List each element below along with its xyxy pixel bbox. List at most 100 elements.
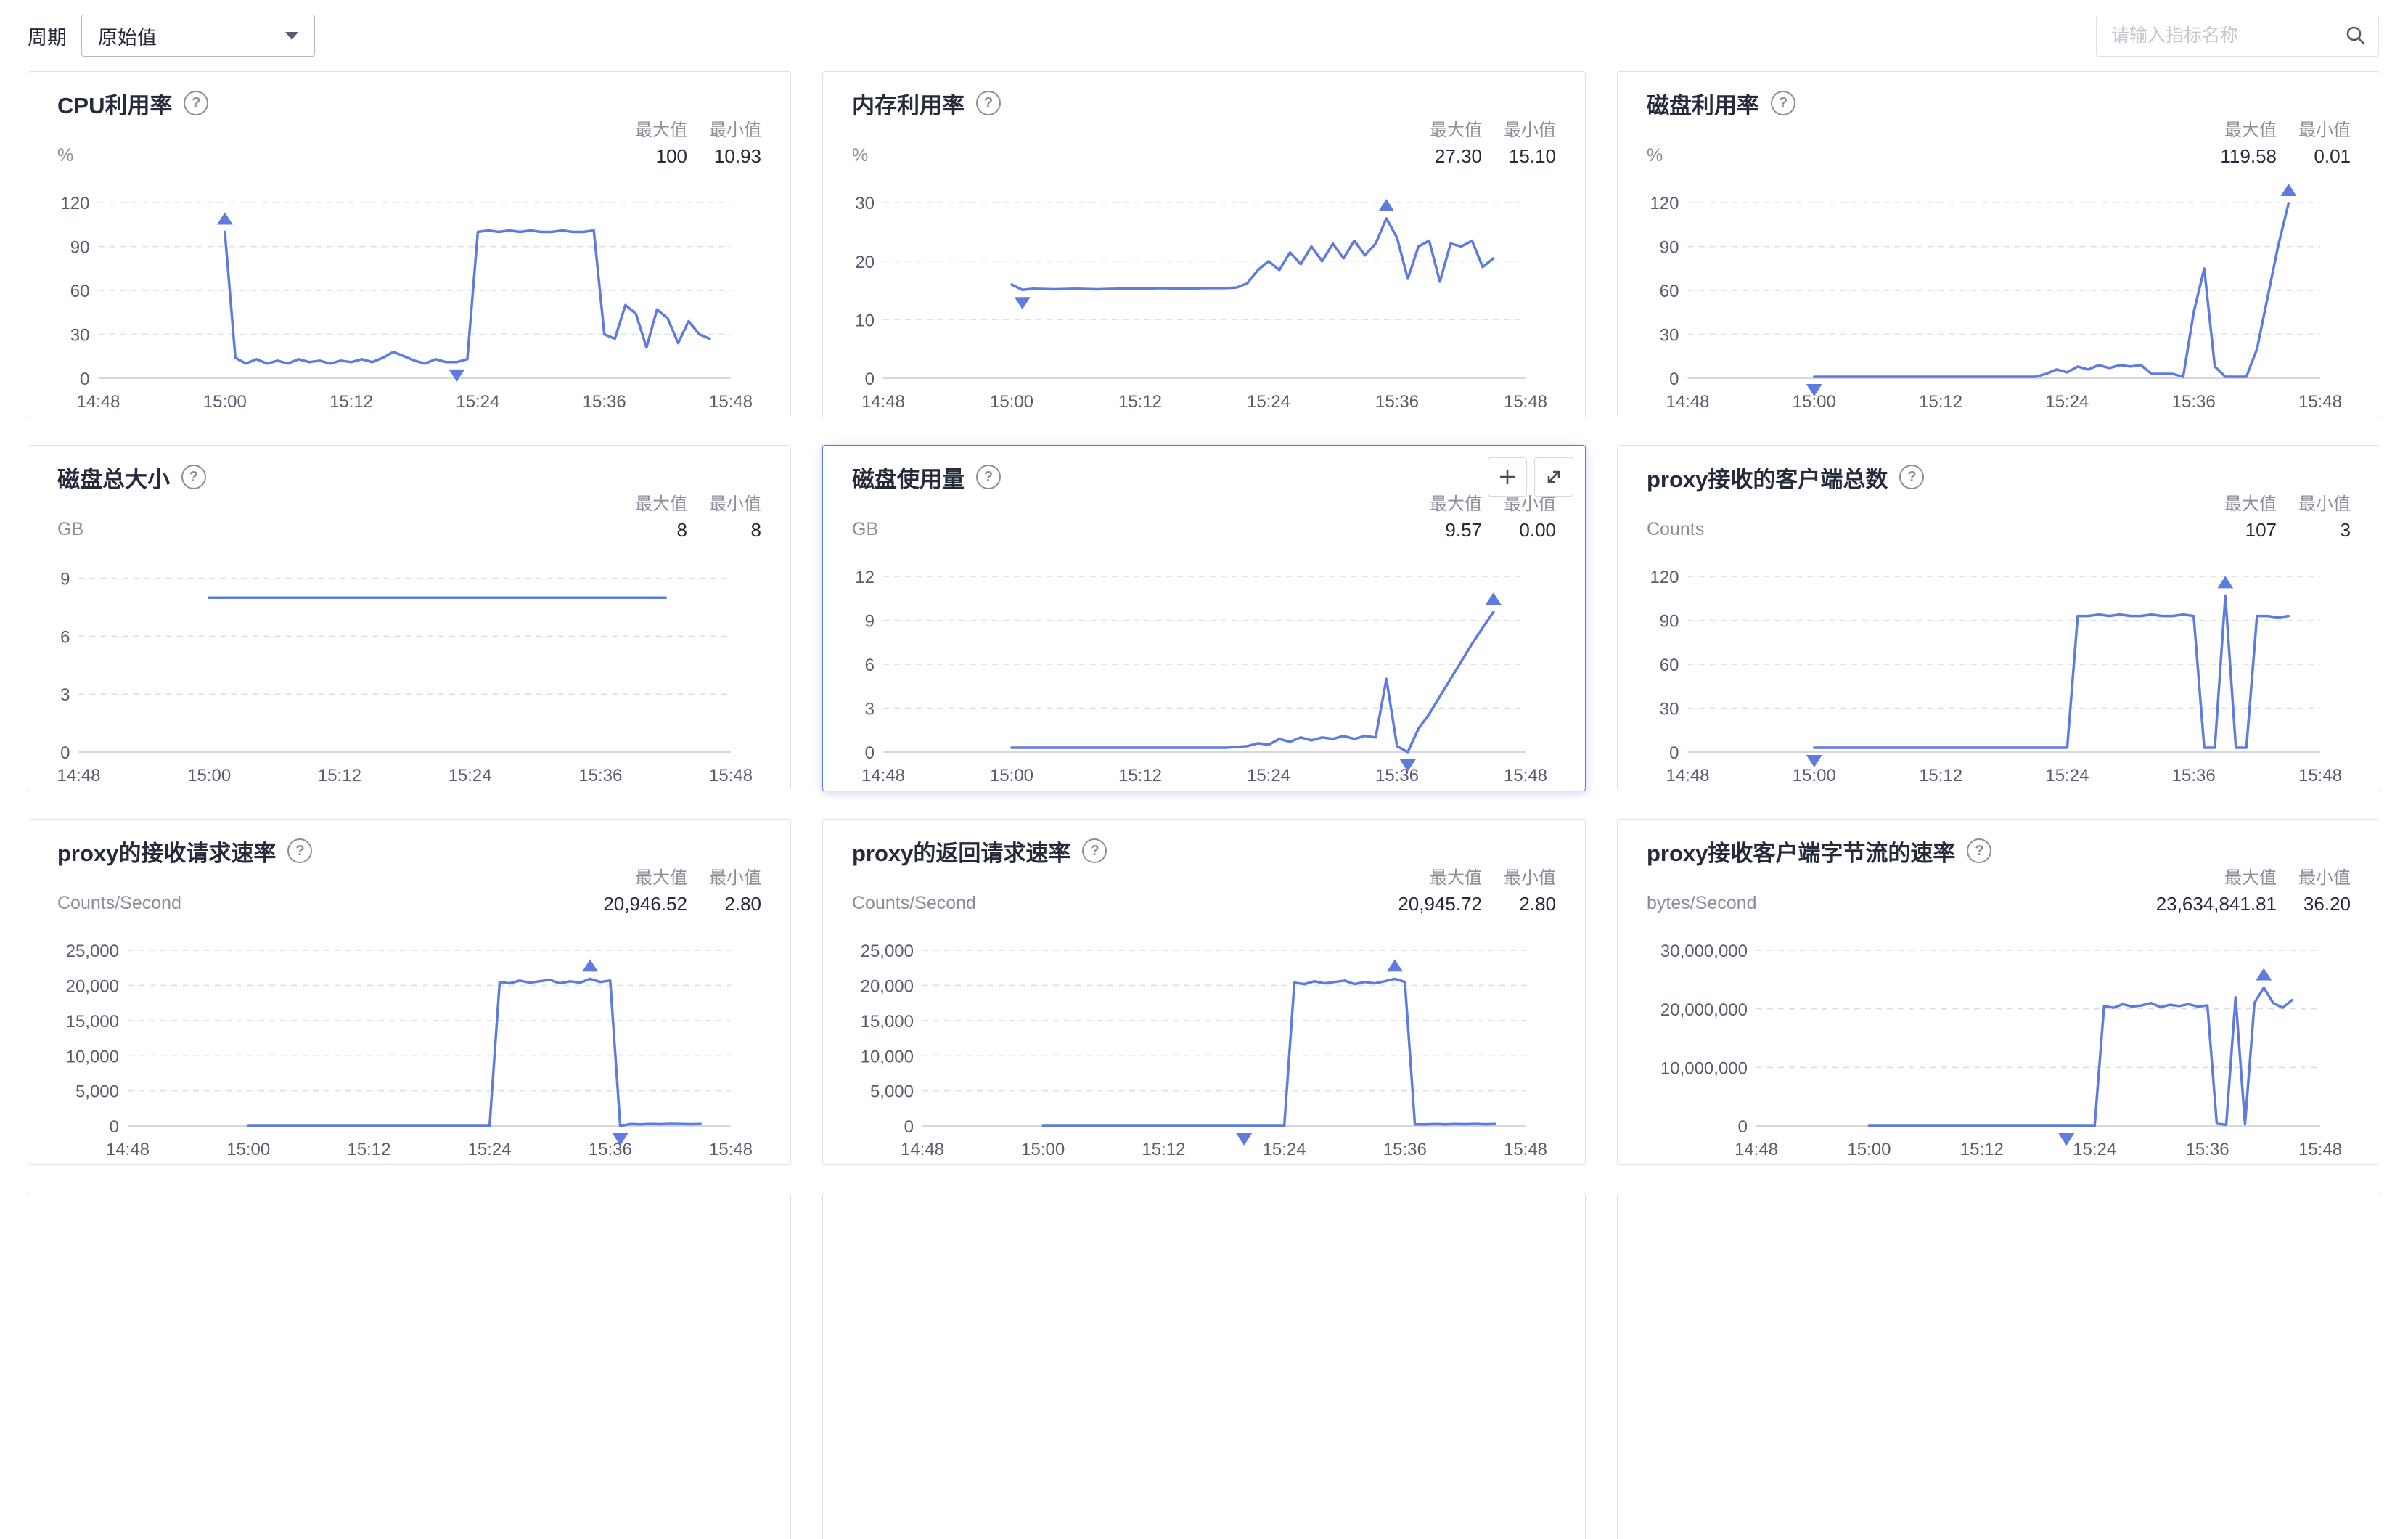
svg-text:3: 3: [60, 685, 70, 705]
line-chart[interactable]: 0 30 60 90 120 14:48 15:00 15:12 15:24 15:36 15:48: [1647, 169, 2351, 416]
svg-text:5,000: 5,000: [870, 1082, 914, 1102]
help-icon[interactable]: ?: [1082, 838, 1107, 863]
help-icon[interactable]: ?: [181, 465, 206, 489]
svg-text:90: 90: [1660, 238, 1679, 258]
line-chart[interactable]: 0 10,000,000 20,000,000 30,000,000 14:48 15:0…: [1647, 917, 2351, 1164]
period-label: 周期: [28, 26, 67, 49]
svg-text:30,000,000: 30,000,000: [1660, 942, 1748, 961]
max-stat: 最大值 20,946.52: [603, 863, 687, 915]
min-stat: 最小值 0.00: [1504, 489, 1556, 542]
svg-text:30: 30: [1660, 700, 1679, 719]
search-icon[interactable]: [2344, 24, 2367, 51]
help-glyph: ?: [983, 94, 994, 111]
svg-text:15:24: 15:24: [1247, 766, 1290, 785]
line-chart[interactable]: 0 5,000 10,000 15,000 20,000 25,000 14:48 15:00…: [852, 917, 1556, 1164]
metric-card: proxy的返回请求速率 ? Counts/Second 最大值 20,945.…: [822, 819, 1586, 1165]
chevron-down-icon: [285, 31, 298, 40]
min-label: 最小值: [709, 121, 761, 140]
metrics-grid: CPU利用率 ? % 最大值 100 最小值 10.93 0 30 60 90 120 1…: [0, 71, 2408, 1539]
help-icon[interactable]: ?: [287, 838, 313, 863]
help-icon[interactable]: ?: [1967, 838, 1992, 863]
min-label: 最小值: [1504, 494, 1556, 514]
line-chart[interactable]: 0 3 6 9 12 14:48 15:00 15:12 15:24 15:36 15:48: [852, 543, 1556, 790]
help-icon[interactable]: ?: [1899, 465, 1925, 489]
add-button[interactable]: [1488, 457, 1527, 497]
stats: 最大值 119.58 最小值 0.01: [2220, 115, 2351, 168]
help-glyph: ?: [1907, 468, 1917, 485]
max-label: 最大值: [1430, 494, 1482, 514]
chart-title: proxy接收客户端字节流的速率: [1647, 840, 1956, 866]
metric-card: 磁盘利用率 ? % 最大值 119.58 最小值 0.01 0 30 60 90 120…: [1617, 71, 2380, 417]
card-header: 磁盘使用量 ?: [852, 457, 1573, 497]
unit-label: Counts/Second: [852, 893, 976, 913]
svg-text:20,000: 20,000: [66, 977, 119, 997]
search-input[interactable]: [2096, 15, 2379, 57]
svg-text:6: 6: [865, 656, 875, 675]
line-chart[interactable]: 0 30 60 90 120 14:48 15:00 15:12 15:24 15:36 15:48: [57, 169, 761, 416]
svg-text:14:48: 14:48: [1666, 392, 1709, 412]
meta-row: Counts/Second 最大值 20,945.72 最小值 2.80: [852, 868, 1556, 915]
svg-text:14:48: 14:48: [1735, 1140, 1778, 1159]
line-chart[interactable]: 0 3 6 9 14:48 15:00 15:12 15:24 15:36 15:48: [57, 543, 761, 790]
period-select[interactable]: 原始值: [81, 15, 315, 57]
svg-text:9: 9: [60, 570, 70, 589]
svg-text:15:36: 15:36: [2186, 1140, 2229, 1159]
min-stat: 最小值 36.20: [2298, 863, 2351, 915]
line-chart[interactable]: 0 5,000 10,000 15,000 20,000 25,000 14:48 15:00…: [57, 917, 761, 1164]
svg-text:60: 60: [1660, 656, 1679, 675]
svg-text:90: 90: [70, 238, 90, 258]
help-icon[interactable]: ?: [976, 91, 1001, 115]
svg-text:15:24: 15:24: [456, 392, 499, 412]
max-label: 最大值: [2224, 121, 2277, 140]
chart-title: 磁盘利用率: [1647, 92, 1759, 118]
min-stat: 最小值 8: [709, 489, 761, 542]
svg-text:25,000: 25,000: [861, 942, 914, 961]
unit-label: %: [852, 145, 869, 166]
min-value: 2.80: [724, 893, 761, 915]
partial-card: [822, 1193, 1586, 1539]
svg-text:3: 3: [865, 700, 875, 719]
stats: 最大值 20,945.72 最小值 2.80: [1398, 863, 1556, 915]
help-icon[interactable]: ?: [184, 91, 209, 115]
svg-text:120: 120: [60, 194, 89, 213]
svg-text:0: 0: [1669, 370, 1679, 389]
line-chart[interactable]: 0 10 20 30 14:48 15:00 15:12 15:24 15:36 15:48: [852, 169, 1556, 416]
min-label: 最小值: [709, 494, 761, 514]
svg-text:12: 12: [855, 568, 875, 587]
svg-text:14:48: 14:48: [901, 1140, 944, 1159]
stats: 最大值 107 最小值 3: [2224, 489, 2351, 542]
line-chart[interactable]: 0 30 60 90 120 14:48 15:00 15:12 15:24 15:36 15:48: [1647, 543, 2351, 790]
svg-text:15:48: 15:48: [2298, 1140, 2342, 1159]
svg-text:15:00: 15:00: [1021, 1140, 1065, 1159]
max-value: 20,945.72: [1398, 893, 1482, 915]
svg-text:15:48: 15:48: [709, 392, 753, 412]
svg-text:15:36: 15:36: [1375, 766, 1419, 785]
svg-text:15:00: 15:00: [187, 766, 231, 785]
help-icon[interactable]: ?: [976, 465, 1001, 489]
help-glyph: ?: [1778, 94, 1788, 111]
svg-text:15:48: 15:48: [1504, 1140, 1547, 1159]
meta-row: Counts 最大值 107 最小值 3: [1647, 494, 2351, 542]
fullscreen-button[interactable]: [1534, 457, 1573, 497]
min-stat: 最小值 3: [2298, 489, 2351, 542]
card-header: proxy接收的客户端总数 ?: [1647, 462, 2351, 492]
unit-label: Counts: [1647, 519, 1705, 539]
svg-text:10: 10: [855, 311, 875, 330]
help-icon[interactable]: ?: [1771, 91, 1795, 115]
card-header: CPU利用率 ?: [57, 88, 761, 118]
period-select-value: 原始值: [98, 26, 157, 49]
svg-text:15:12: 15:12: [1142, 1140, 1185, 1159]
svg-text:14:48: 14:48: [1666, 766, 1709, 785]
chart-title: 磁盘使用量: [852, 466, 965, 492]
svg-text:15,000: 15,000: [66, 1012, 119, 1032]
max-stat: 最大值 119.58: [2220, 115, 2277, 168]
svg-text:15:36: 15:36: [583, 392, 626, 412]
max-stat: 最大值 107: [2224, 489, 2277, 542]
min-label: 最小值: [2298, 868, 2351, 888]
svg-text:30: 30: [70, 326, 90, 346]
unit-label: %: [57, 145, 74, 166]
chart-title: 内存利用率: [852, 92, 965, 118]
svg-text:25,000: 25,000: [66, 942, 119, 961]
help-glyph: ?: [1090, 842, 1099, 859]
max-stat: 最大值 27.30: [1430, 115, 1482, 168]
